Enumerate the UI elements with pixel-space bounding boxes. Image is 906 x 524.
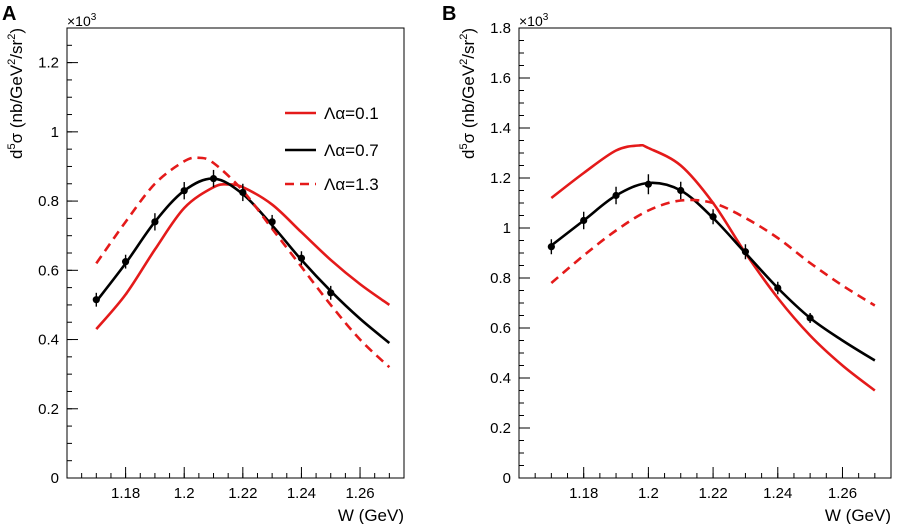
y-multiplier: ×103: [519, 12, 549, 29]
x-tick-label: 1.22: [698, 485, 727, 502]
data-point: [580, 216, 588, 225]
plot-frame: [518, 27, 892, 479]
curve-red-0: [95, 183, 391, 330]
x-tick-label: 1.26: [345, 485, 374, 502]
x-tick-label: 1.26: [828, 485, 857, 502]
y-axis-title-close: ): [459, 28, 478, 34]
x-tick-label: 1.22: [228, 485, 257, 502]
data-point: [612, 191, 620, 200]
x-axis-title: W (GeV): [338, 506, 404, 524]
data-point: [806, 314, 814, 322]
x-axis-title: W (GeV): [825, 506, 891, 524]
y-tick-label: 0.6: [490, 320, 511, 337]
y-axis-title-sr-sup: 2: [458, 34, 470, 40]
legend-label-1: Λα=0.7: [324, 141, 379, 160]
y-axis-title-d-sup: 5: [458, 143, 470, 149]
curve-black-1: [95, 177, 391, 345]
data-point: [122, 258, 130, 266]
data-point: [268, 218, 276, 226]
y-axis-title-sr-sup: 2: [6, 34, 18, 40]
curve-dashed-red-2: [550, 198, 876, 307]
curve-dashed-red-2: [95, 156, 391, 369]
data-point: [327, 289, 335, 297]
legend-label-0: Λα=0.1: [324, 104, 379, 123]
y-axis-title-d: d: [7, 149, 26, 158]
y-axis-title-gev-sup: 2: [6, 59, 18, 65]
data-point: [547, 243, 555, 251]
y-tick-label: 1.6: [490, 70, 511, 87]
y-axis-title-sr: /sr: [459, 39, 478, 58]
y-tick-label: 0.2: [38, 401, 59, 418]
x-tick-label: 1.2: [174, 485, 195, 502]
y-axis-title-d: d: [459, 149, 478, 158]
y-tick-label: 0.6: [38, 262, 59, 279]
chart-panel-b: 1.18 1.2 1.22 1.24 1.26 0 0.2 0.4 0.6 0.8 1 1.2 1.4 1…: [458, 12, 892, 524]
y-axis-title-sigma: σ (nb/GeV: [459, 64, 478, 143]
y-axis-title: d5σ (nb/GeV2/sr2): [6, 28, 26, 159]
y-multiplier-base: ×10: [519, 13, 543, 29]
y-axis-title-sigma: σ (nb/GeV: [7, 64, 26, 143]
legend-label-2: Λα=1.3: [324, 175, 379, 194]
y-axis-title-sr: /sr: [7, 39, 26, 58]
panel-label-a: A: [2, 3, 16, 25]
plot-frame: [66, 27, 405, 479]
data-point: [297, 254, 306, 262]
x-tick-label: 1.18: [569, 485, 598, 502]
curve-red-0: [550, 143, 876, 392]
data-point: [151, 218, 159, 226]
y-axis-title: d5σ (nb/GeV2/sr2): [458, 28, 478, 159]
y-multiplier-exponent: 3: [543, 12, 549, 23]
y-tick-label: 1.4: [490, 120, 511, 137]
y-tick-label: 1.2: [490, 170, 511, 187]
data-point: [644, 180, 652, 188]
y-tick-label: 0.4: [490, 370, 511, 387]
x-tick-label: 1.24: [287, 485, 316, 502]
y-tick-label: 1: [51, 124, 59, 141]
y-tick-label: 0: [51, 470, 59, 487]
x-tick-label: 1.24: [763, 485, 792, 502]
y-tick-label: 0: [503, 470, 511, 487]
y-tick-label: 1: [503, 220, 511, 237]
data-point: [677, 186, 685, 195]
y-tick-label: 1.8: [490, 20, 511, 37]
y-tick-label: 0.2: [490, 420, 511, 437]
y-multiplier: ×103: [67, 12, 97, 29]
y-axis-title-d-sup: 5: [6, 143, 18, 149]
data-point: [180, 187, 188, 195]
y-multiplier-base: ×10: [67, 13, 91, 29]
data-point: [709, 213, 717, 221]
chart-panel-a: 1.18 1.2 1.22 1.24 1.26 0 0.2 0.4 0.6 0.8 1 1.2 ×103…: [6, 12, 405, 524]
data-point: [92, 296, 100, 304]
x-tick-label: 1.2: [638, 485, 659, 502]
y-axis-title-close: ): [7, 28, 26, 34]
x-tick-label: 1.18: [111, 485, 140, 502]
data-point: [239, 188, 247, 197]
panel-label-b: B: [442, 3, 456, 25]
y-axis-title-gev-sup: 2: [458, 59, 470, 65]
y-tick-label: 0.4: [38, 332, 59, 349]
data-point: [209, 174, 218, 183]
y-multiplier-exponent: 3: [91, 12, 97, 23]
data-point: [741, 248, 750, 256]
data-point: [774, 284, 782, 292]
y-tick-label: 0.8: [490, 270, 511, 287]
y-tick-label: 0.8: [38, 193, 59, 210]
y-tick-label: 1.2: [38, 55, 59, 72]
